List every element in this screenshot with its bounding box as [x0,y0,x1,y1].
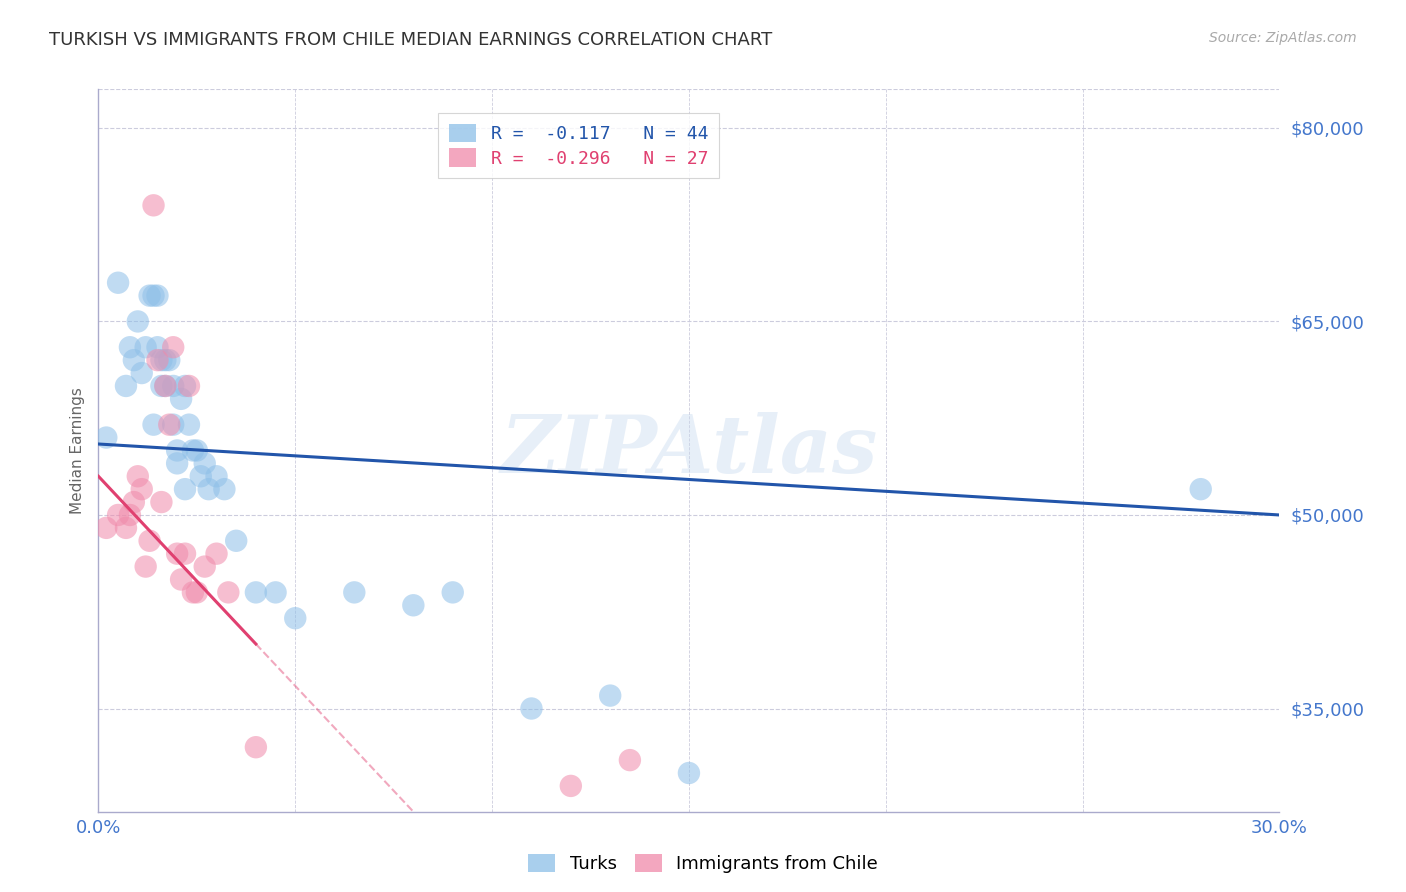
Point [181,443,204,458]
Point [122,353,145,368]
Point [194,559,217,574]
Text: TURKISH VS IMMIGRANTS FROM CHILE MEDIAN EARNINGS CORRELATION CHART: TURKISH VS IMMIGRANTS FROM CHILE MEDIAN … [49,31,772,49]
Point [245,585,267,599]
Point [142,288,165,302]
Point [186,585,208,599]
Point [96,431,118,445]
Point [150,495,173,509]
Point [174,547,197,561]
Point [146,353,169,368]
Point [157,353,180,368]
Point [155,379,177,393]
Point [599,689,621,703]
Point [127,314,149,328]
Text: ZIPAtlas: ZIPAtlas [501,412,877,489]
Point [197,482,219,496]
Point [170,392,193,406]
Point [146,340,169,354]
Point [520,701,543,715]
Point [205,547,228,561]
Point [343,585,366,599]
Text: Source: ZipAtlas.com: Source: ZipAtlas.com [1209,31,1357,45]
Point [162,379,184,393]
Point [678,766,700,780]
Point [190,469,212,483]
Point [135,340,157,354]
Point [284,611,307,625]
Point [138,288,160,302]
Point [402,599,425,613]
Point [174,379,197,393]
Point [142,198,165,212]
Point [118,340,141,354]
Y-axis label: Median Earnings: Median Earnings [69,387,84,514]
Point [166,443,188,458]
Point [118,508,141,522]
Point [157,417,180,432]
Point [619,753,641,767]
Point [245,740,267,755]
Point [131,482,153,496]
Point [150,379,173,393]
Point [127,469,149,483]
Point [146,288,169,302]
Point [155,353,177,368]
Point [214,482,236,496]
Point [115,521,138,535]
Legend: R =  -0.117   N = 44, R =  -0.296   N = 27: R = -0.117 N = 44, R = -0.296 N = 27 [439,112,718,178]
Point [131,366,153,380]
Point [1189,482,1212,496]
Point [194,456,217,470]
Point [107,276,129,290]
Legend: Turks, Immigrants from Chile: Turks, Immigrants from Chile [523,848,883,879]
Point [205,469,228,483]
Point [177,379,200,393]
Point [166,547,188,561]
Point [96,521,118,535]
Point [138,533,160,548]
Point [225,533,247,548]
Point [264,585,287,599]
Point [217,585,239,599]
Point [166,456,188,470]
Point [560,779,582,793]
Point [122,495,145,509]
Point [107,508,129,522]
Point [150,353,173,368]
Point [177,417,200,432]
Point [142,417,165,432]
Point [186,443,208,458]
Point [135,559,157,574]
Point [162,417,184,432]
Point [162,340,184,354]
Point [115,379,138,393]
Point [441,585,464,599]
Point [155,379,177,393]
Point [181,585,204,599]
Point [174,482,197,496]
Point [170,573,193,587]
